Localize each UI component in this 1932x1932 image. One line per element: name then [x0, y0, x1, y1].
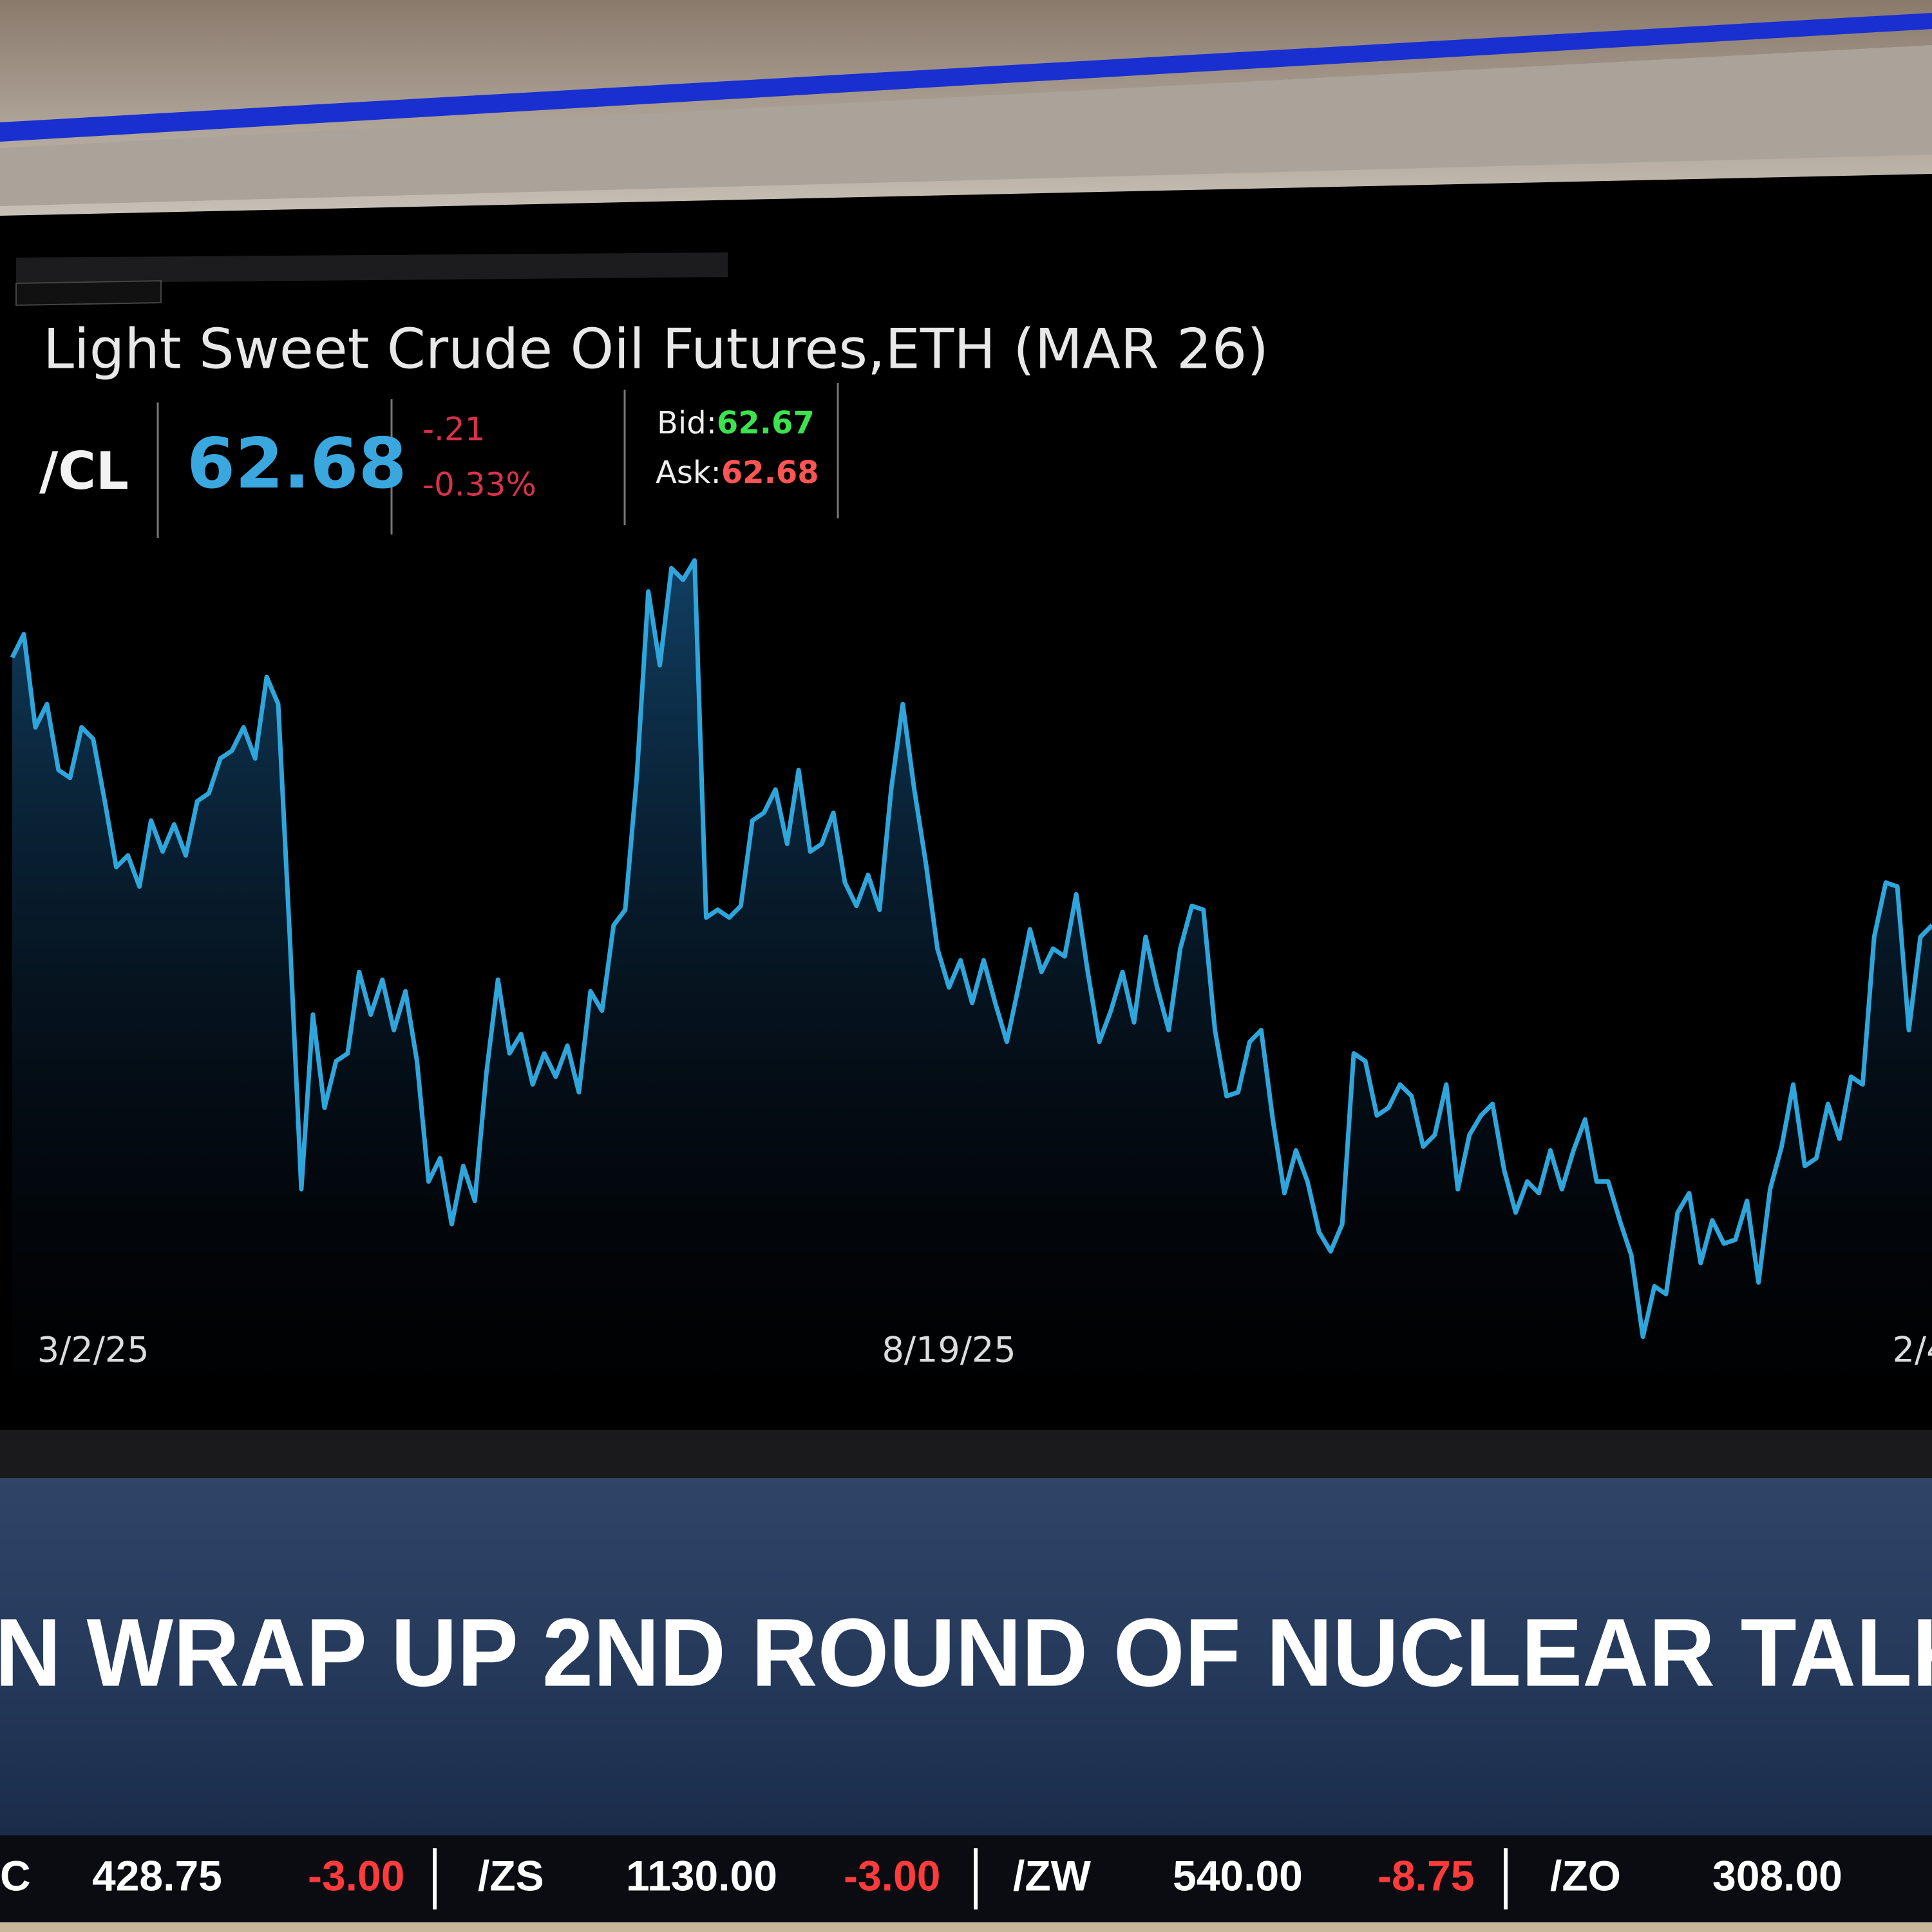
chart-title: Light Sweet Crude Oil Futures,ETH (MAR 2…	[43, 317, 1269, 381]
x-tick-label: 8/19/25	[882, 1330, 1016, 1370]
x-tick-label: 2/4	[1893, 1330, 1932, 1370]
ticker-last: 1130.00	[626, 1852, 777, 1899]
headline-banner	[0, 1478, 1932, 1835]
symbol-box	[15, 279, 162, 307]
ask: Ask:62.68	[656, 455, 819, 491]
screen-bottom	[0, 1430, 1932, 1481]
ticker-symbol: C	[0, 1852, 31, 1899]
ticker-last: 308.00	[1712, 1852, 1842, 1899]
ticker-change: -3.00	[308, 1852, 404, 1899]
ask-label: Ask:	[656, 455, 721, 491]
area-fill	[12, 560, 1932, 1376]
last-price: 62.68	[187, 424, 407, 504]
ticker-last: 540.00	[1173, 1852, 1303, 1899]
ticker: C 428.75 -3.00/ZS 1130.00 -3.00/ZW 540.00 -8.7…	[0, 1848, 1842, 1909]
ticker-change: -8.75	[1378, 1852, 1474, 1899]
bid-value: 62.67	[717, 405, 815, 441]
price-line	[10, 558, 1932, 1340]
chart-area: 3/2/25 8/19/25 2/4	[10, 558, 1932, 1376]
symbol: /CL	[39, 441, 129, 501]
screen-frame	[0, 45, 1932, 206]
ticker-symbol: /ZO	[1550, 1852, 1621, 1899]
ticker-change: -3.00	[844, 1852, 940, 1899]
ticker-symbol: /ZW	[1013, 1852, 1092, 1899]
bottom-strip	[0, 1922, 1932, 1932]
percent-change: -0.33%	[422, 466, 536, 504]
headline: N WRAP UP 2ND ROUND OF NUCLEAR TALK	[0, 1598, 1932, 1707]
blue-stripe	[0, 13, 1932, 142]
bid-label: Bid:	[657, 405, 717, 441]
ask-value: 62.68	[721, 455, 819, 491]
x-tick-label: 3/2/25	[37, 1330, 149, 1370]
ticker-bar	[0, 1835, 1932, 1922]
bid: Bid:62.67	[657, 405, 815, 441]
ticker-last: 428.75	[92, 1852, 222, 1899]
net-change: -.21	[422, 411, 486, 448]
window-header	[16, 252, 728, 283]
ticker-symbol: /ZS	[478, 1852, 544, 1899]
